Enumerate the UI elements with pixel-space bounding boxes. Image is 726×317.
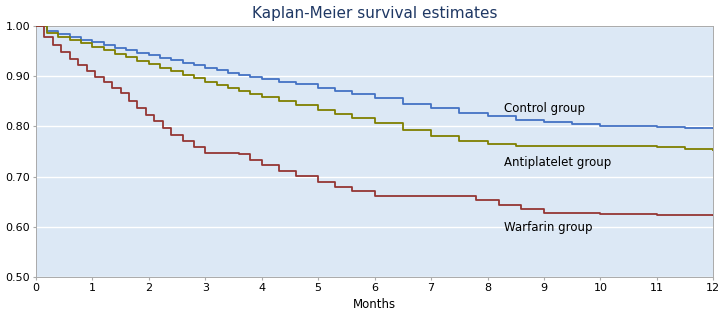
Text: Antiplatelet group: Antiplatelet group bbox=[505, 156, 612, 169]
Text: Warfarin group: Warfarin group bbox=[505, 221, 593, 234]
Text: Control group: Control group bbox=[505, 102, 585, 115]
X-axis label: Months: Months bbox=[353, 298, 396, 311]
Title: Kaplan-Meier survival estimates: Kaplan-Meier survival estimates bbox=[252, 6, 497, 21]
